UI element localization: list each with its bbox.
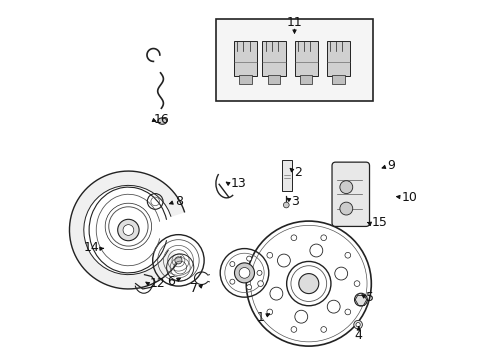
- Text: 8: 8: [175, 195, 183, 208]
- Polygon shape: [69, 171, 184, 289]
- Circle shape: [339, 181, 352, 194]
- Circle shape: [344, 309, 350, 315]
- Text: 3: 3: [290, 195, 298, 208]
- Bar: [294, 41, 317, 76]
- Circle shape: [239, 267, 249, 278]
- Circle shape: [229, 279, 234, 284]
- Circle shape: [290, 327, 296, 332]
- FancyBboxPatch shape: [331, 162, 369, 226]
- Text: 5: 5: [365, 291, 373, 305]
- Circle shape: [326, 300, 340, 313]
- Circle shape: [320, 235, 326, 240]
- Circle shape: [339, 202, 352, 215]
- Bar: [216, 19, 372, 102]
- Bar: [299, 75, 312, 84]
- Text: 12: 12: [149, 277, 165, 290]
- Bar: [233, 41, 257, 76]
- Circle shape: [353, 320, 362, 329]
- Text: 9: 9: [386, 159, 394, 172]
- Text: 4: 4: [354, 329, 362, 342]
- Circle shape: [118, 219, 139, 241]
- Circle shape: [229, 262, 234, 266]
- Bar: [262, 41, 285, 76]
- Text: 10: 10: [401, 192, 417, 204]
- Text: 6: 6: [166, 275, 175, 288]
- Text: 16: 16: [153, 113, 169, 126]
- Circle shape: [277, 254, 290, 267]
- Text: 11: 11: [286, 16, 302, 29]
- Text: 7: 7: [190, 283, 198, 296]
- Circle shape: [269, 287, 282, 300]
- Circle shape: [353, 281, 359, 287]
- Bar: [239, 75, 251, 84]
- Circle shape: [234, 263, 254, 283]
- Text: 15: 15: [370, 216, 386, 229]
- Circle shape: [283, 202, 288, 208]
- Circle shape: [175, 257, 182, 264]
- Circle shape: [246, 285, 251, 290]
- Circle shape: [320, 327, 326, 332]
- Ellipse shape: [158, 118, 166, 124]
- Bar: [267, 75, 280, 84]
- Circle shape: [298, 274, 318, 294]
- Bar: [331, 75, 344, 84]
- Circle shape: [257, 281, 263, 287]
- Circle shape: [344, 252, 350, 258]
- Bar: [282, 160, 291, 191]
- Circle shape: [294, 310, 307, 323]
- Circle shape: [123, 225, 134, 235]
- Circle shape: [334, 267, 347, 280]
- Text: 13: 13: [230, 177, 245, 190]
- Text: 14: 14: [84, 241, 100, 255]
- Bar: [326, 41, 349, 76]
- Circle shape: [354, 293, 366, 306]
- Circle shape: [290, 235, 296, 240]
- Circle shape: [266, 252, 272, 258]
- Circle shape: [257, 270, 262, 275]
- Circle shape: [355, 323, 360, 327]
- Circle shape: [246, 256, 251, 261]
- Text: 1: 1: [256, 311, 264, 324]
- Circle shape: [309, 244, 322, 257]
- Text: 2: 2: [294, 166, 302, 179]
- Circle shape: [266, 309, 272, 315]
